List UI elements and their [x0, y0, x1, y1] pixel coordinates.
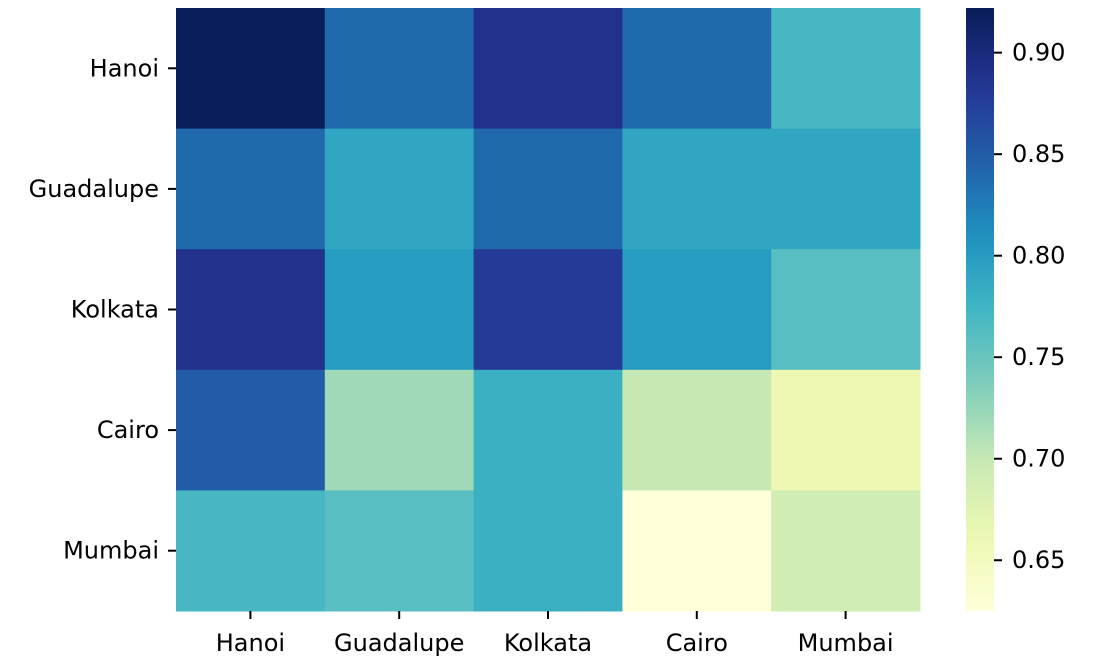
- heatmap-cell: [473, 8, 623, 130]
- heatmap-cell: [176, 249, 326, 371]
- heatmap-cell: [622, 8, 772, 130]
- colorbar-ticks: 0.65 0.70 0.75 0.80 0.85 0.90: [994, 39, 1065, 574]
- heatmap-cell: [324, 249, 475, 371]
- heatmap-cell: [622, 128, 772, 250]
- heatmap-cell: [771, 128, 921, 250]
- y-tick-label: Mumbai: [63, 537, 159, 565]
- heatmap-cell: [771, 369, 921, 491]
- colorbar-tick-label: 0.90: [1012, 39, 1065, 67]
- x-tick-label: Mumbai: [798, 629, 894, 657]
- heatmap-cell: [771, 8, 921, 130]
- colorbar-tick-label: 0.85: [1012, 140, 1065, 168]
- heatmap-cell: [473, 490, 623, 612]
- colorbar-tick-label: 0.70: [1012, 445, 1065, 473]
- heatmap-cell: [771, 249, 921, 371]
- heatmap-cell: [324, 8, 475, 130]
- colorbar-gradient: [966, 8, 994, 611]
- y-tick-label: Kolkata: [71, 296, 159, 324]
- heatmap-cell: [622, 249, 772, 371]
- heatmap-cell: [771, 490, 921, 612]
- x-tick-label: Cairo: [666, 629, 728, 657]
- colorbar-tick-label: 0.65: [1012, 546, 1065, 574]
- colorbar-tick-label: 0.75: [1012, 343, 1065, 371]
- heatmap-cell: [473, 369, 623, 491]
- heatmap-cell: [176, 369, 326, 491]
- heatmap-cell: [324, 128, 475, 250]
- heatmap-cell: [473, 249, 623, 371]
- x-tick-label: Guadalupe: [334, 629, 464, 657]
- y-tick-label: Guadalupe: [29, 175, 159, 203]
- heatmap-cell: [176, 8, 326, 130]
- heatmap-cell: [324, 369, 475, 491]
- colorbar-tick-label: 0.80: [1012, 242, 1065, 270]
- heatmap-cell: [324, 490, 475, 612]
- heatmap-cell: [622, 490, 772, 612]
- y-axis: Hanoi Guadalupe Kolkata Cairo Mumbai: [29, 54, 176, 565]
- heatmap-cell: [622, 369, 772, 491]
- y-tick-label: Cairo: [97, 416, 159, 444]
- heatmap-cell: [473, 128, 623, 250]
- colorbar: 0.65 0.70 0.75 0.80 0.85 0.90: [966, 8, 1065, 611]
- y-tick-label: Hanoi: [90, 54, 159, 82]
- heatmap-cell: [176, 490, 326, 612]
- x-axis: Hanoi Guadalupe Kolkata Cairo Mumbai: [216, 611, 894, 657]
- x-tick-label: Hanoi: [216, 629, 285, 657]
- heatmap-cells: [176, 8, 921, 612]
- x-tick-label: Kolkata: [504, 629, 592, 657]
- heatmap-cell: [176, 128, 326, 250]
